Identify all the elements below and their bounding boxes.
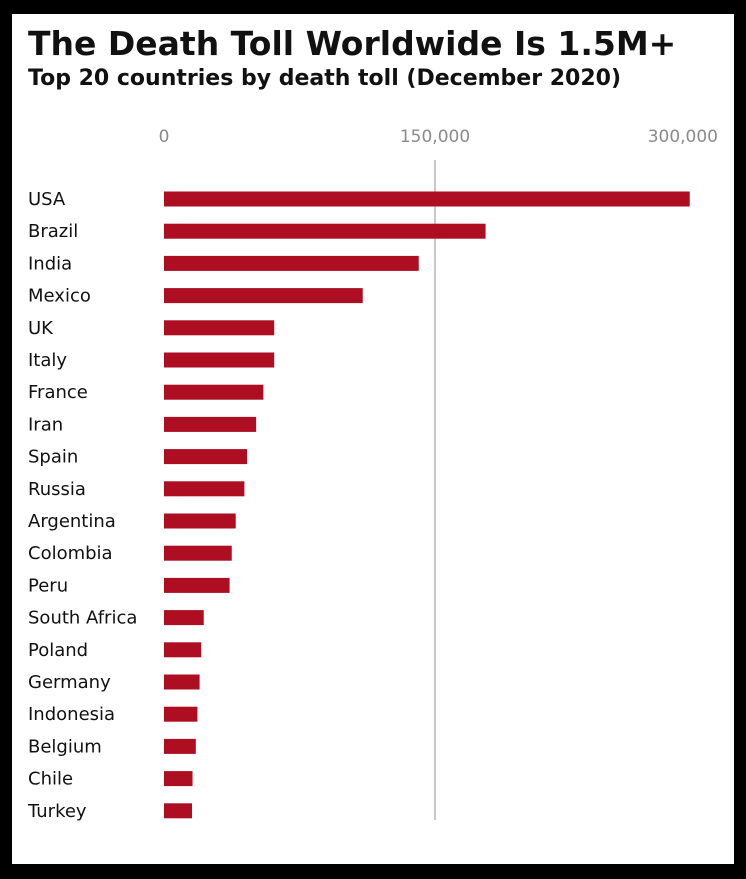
- category-label: Brazil: [28, 221, 78, 242]
- category-labels: USA Brazil India Mexico UK Italy France Iran Spa…: [27, 189, 137, 822]
- category-label: India: [28, 253, 72, 274]
- category-label: UK: [28, 318, 54, 339]
- category-label: USA: [28, 189, 66, 210]
- category-label: Spain: [28, 447, 78, 468]
- bar: [164, 545, 232, 561]
- category-label: Russia: [28, 479, 86, 500]
- category-label: Belgium: [28, 736, 102, 757]
- category-label: South Africa: [28, 608, 137, 629]
- bar: [164, 449, 248, 465]
- bar: [164, 223, 486, 239]
- x-tick-label: 300,000: [648, 127, 718, 147]
- category-label: Iran: [28, 414, 63, 435]
- category-label: Turkey: [27, 801, 87, 822]
- category-label: France: [28, 382, 88, 403]
- bar: [164, 803, 193, 819]
- category-label: Argentina: [28, 511, 116, 532]
- x-tick-label: 0: [159, 127, 170, 147]
- bar-chart: 0 150,000 300,000 USA Brazil India Mexico UK It…: [27, 127, 718, 822]
- bar: [164, 642, 202, 658]
- chart-title: The Death Toll Worldwide Is 1.5M+: [28, 24, 677, 63]
- bar: [164, 577, 230, 593]
- category-label: Peru: [28, 575, 68, 596]
- category-label: Mexico: [28, 286, 91, 307]
- bar: [164, 288, 363, 304]
- category-label: Germany: [28, 672, 111, 693]
- bar: [164, 738, 196, 754]
- bars: [164, 191, 690, 819]
- bar: [164, 352, 275, 368]
- bar: [164, 255, 419, 271]
- bar: [164, 610, 204, 626]
- chart-subtitle: Top 20 countries by death toll (December…: [28, 66, 622, 91]
- bar: [164, 416, 257, 432]
- bar: [164, 481, 245, 497]
- bar: [164, 513, 236, 529]
- category-label: Poland: [28, 640, 88, 661]
- bar: [164, 191, 690, 207]
- chart-frame: The Death Toll Worldwide Is 1.5M+ Top 20…: [12, 14, 734, 864]
- x-axis-ticks: 0 150,000 300,000: [159, 127, 718, 147]
- x-tick-label: 150,000: [400, 127, 470, 147]
- bar: [164, 706, 198, 722]
- bar: [164, 320, 275, 336]
- bar: [164, 771, 193, 787]
- category-label: Chile: [28, 769, 73, 790]
- category-label: Indonesia: [28, 704, 115, 725]
- bar: [164, 384, 264, 400]
- category-label: Italy: [28, 350, 67, 371]
- bar: [164, 674, 200, 690]
- category-label: Colombia: [28, 543, 113, 564]
